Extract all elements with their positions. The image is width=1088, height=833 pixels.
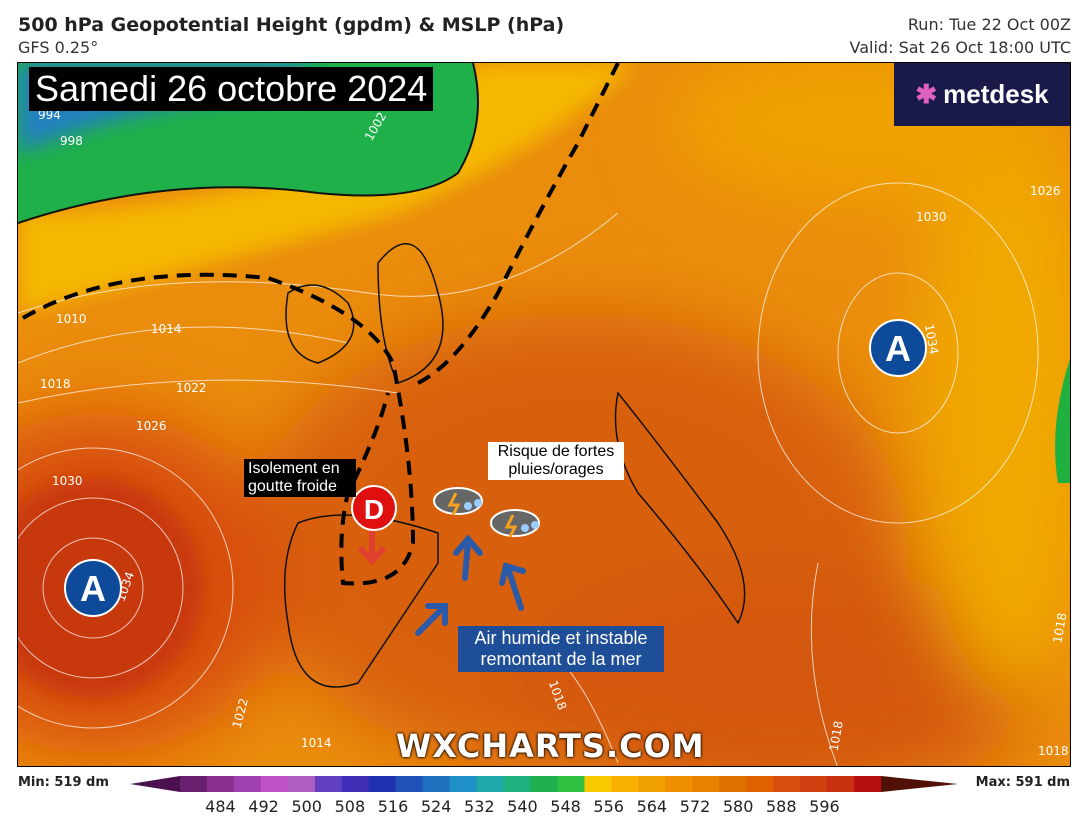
colorbar-swatch <box>773 776 801 792</box>
run-label: Run: Tue 22 Oct 00Z <box>907 15 1071 34</box>
colorbar-swatch <box>476 776 505 792</box>
isobar-label: 1026 <box>136 419 167 433</box>
isobar-label: 1030 <box>916 210 947 224</box>
isobar-label: 1018 <box>827 720 846 753</box>
colorbar-swatch <box>800 776 828 792</box>
isobar-label: 1010 <box>56 312 87 326</box>
svg-text:A: A <box>80 568 106 609</box>
isobar-label: 1014 <box>151 322 182 336</box>
colorbar-swatch <box>854 776 882 792</box>
arrow-icon <box>453 534 483 581</box>
chart-title: 500 hPa Geopotential Height (gpdm) & MSL… <box>18 14 565 36</box>
weather-map: 994 998 1002 1010 1014 1018 1022 1026 10… <box>17 62 1071 767</box>
isobar-label: 994 <box>38 108 61 122</box>
colorbar-swatch <box>611 776 639 792</box>
colorbar-swatch <box>530 776 558 792</box>
colorbar <box>130 776 958 792</box>
thunderstorm-rain-icon <box>490 509 540 538</box>
colorbar-swatch <box>665 776 693 792</box>
colorbar-swatch <box>180 776 208 792</box>
colorbar-tick-label: 588 <box>765 797 797 816</box>
isobar-label: 1018 <box>40 377 71 391</box>
colorbar-max: Max: 591 dm <box>975 775 1070 790</box>
colorbar-min: Min: 519 dm <box>18 775 109 790</box>
colorbar-tick-label: 524 <box>420 797 452 816</box>
colorbar-swatch <box>260 776 289 792</box>
isobar-label: 1022 <box>176 381 207 395</box>
colorbar-tick-label: 516 <box>377 797 409 816</box>
map-field: 994 998 1002 1010 1014 1018 1022 1026 10… <box>18 63 1070 766</box>
svg-text:D: D <box>364 494 384 525</box>
colorbar-extend <box>130 776 180 792</box>
colorbar-tick-label: 580 <box>722 797 754 816</box>
colorbar-swatch <box>827 776 855 792</box>
isobar-label: 1014 <box>301 736 332 750</box>
moist-air-label: Air humide et instable remontant de la m… <box>458 626 664 672</box>
colorbar-extend <box>881 776 958 792</box>
colorbar-swatch <box>584 776 612 792</box>
date-banner: Samedi 26 octobre 2024 <box>29 67 434 111</box>
colorbar-swatch <box>395 776 424 792</box>
isobar-label: 1026 <box>1030 184 1061 198</box>
colorbar-tick-label: 508 <box>334 797 366 816</box>
moist-air-arrows <box>415 534 526 636</box>
cut-off-low-label: Isolement en goutte froide <box>244 459 356 497</box>
colorbar-tick-label: 532 <box>464 797 495 816</box>
asterisk-logo-icon: ✱ <box>915 79 938 109</box>
colorbar-swatch <box>341 776 370 792</box>
colorbar-swatch <box>368 776 397 792</box>
valid-label: Valid: Sat 26 Oct 18:00 UTC <box>849 38 1071 57</box>
colorbar-swatch <box>422 776 451 792</box>
high-pressure-center: A <box>64 559 122 617</box>
high-pressure-center: A <box>869 319 927 377</box>
colorbar-swatch <box>746 776 774 792</box>
colorbar-tick-label: 540 <box>507 797 538 816</box>
colorbar-swatch <box>692 776 720 792</box>
rain-risk-label: Risque de fortes pluies/orages <box>488 442 624 480</box>
thunderstorm-rain-icon <box>433 487 483 516</box>
colorbar-tick-label: 548 <box>550 797 581 816</box>
isobar-label: 998 <box>60 134 83 148</box>
colorbar-swatch <box>449 776 478 792</box>
isobar-label: 1030 <box>52 474 83 488</box>
model-label: GFS 0.25° <box>18 38 99 57</box>
watermark: WXCHARTS.COM <box>396 727 705 765</box>
isobar-label: 1018 <box>1050 612 1069 645</box>
isobar-label: 1018 <box>1038 744 1069 758</box>
colorbar-swatch <box>638 776 666 792</box>
colorbar-tick-label: 500 <box>291 797 322 816</box>
colorbar-swatch <box>287 776 316 792</box>
low-pressure-center: D <box>351 485 397 531</box>
colorbar-swatch <box>206 776 235 792</box>
arrow-icon <box>499 562 526 611</box>
colorbar-tick-label: 492 <box>248 797 279 816</box>
colorbar-tick-label: 564 <box>636 797 668 816</box>
colorbar-swatch <box>503 776 532 792</box>
metdesk-logo: ✱ metdesk <box>894 63 1070 126</box>
arrow-icon <box>415 603 448 636</box>
colorbar-tick-label: 572 <box>679 797 711 816</box>
colorbar-swatch <box>233 776 262 792</box>
colorbar-tick-label: 484 <box>205 797 236 816</box>
colorbar-tick-label: 596 <box>809 797 840 816</box>
colorbar-tick-label: 556 <box>593 797 624 816</box>
colorbar-swatch <box>314 776 343 792</box>
colorbar-swatch <box>719 776 747 792</box>
svg-text:A: A <box>885 328 911 369</box>
colorbar-swatch <box>557 776 585 792</box>
